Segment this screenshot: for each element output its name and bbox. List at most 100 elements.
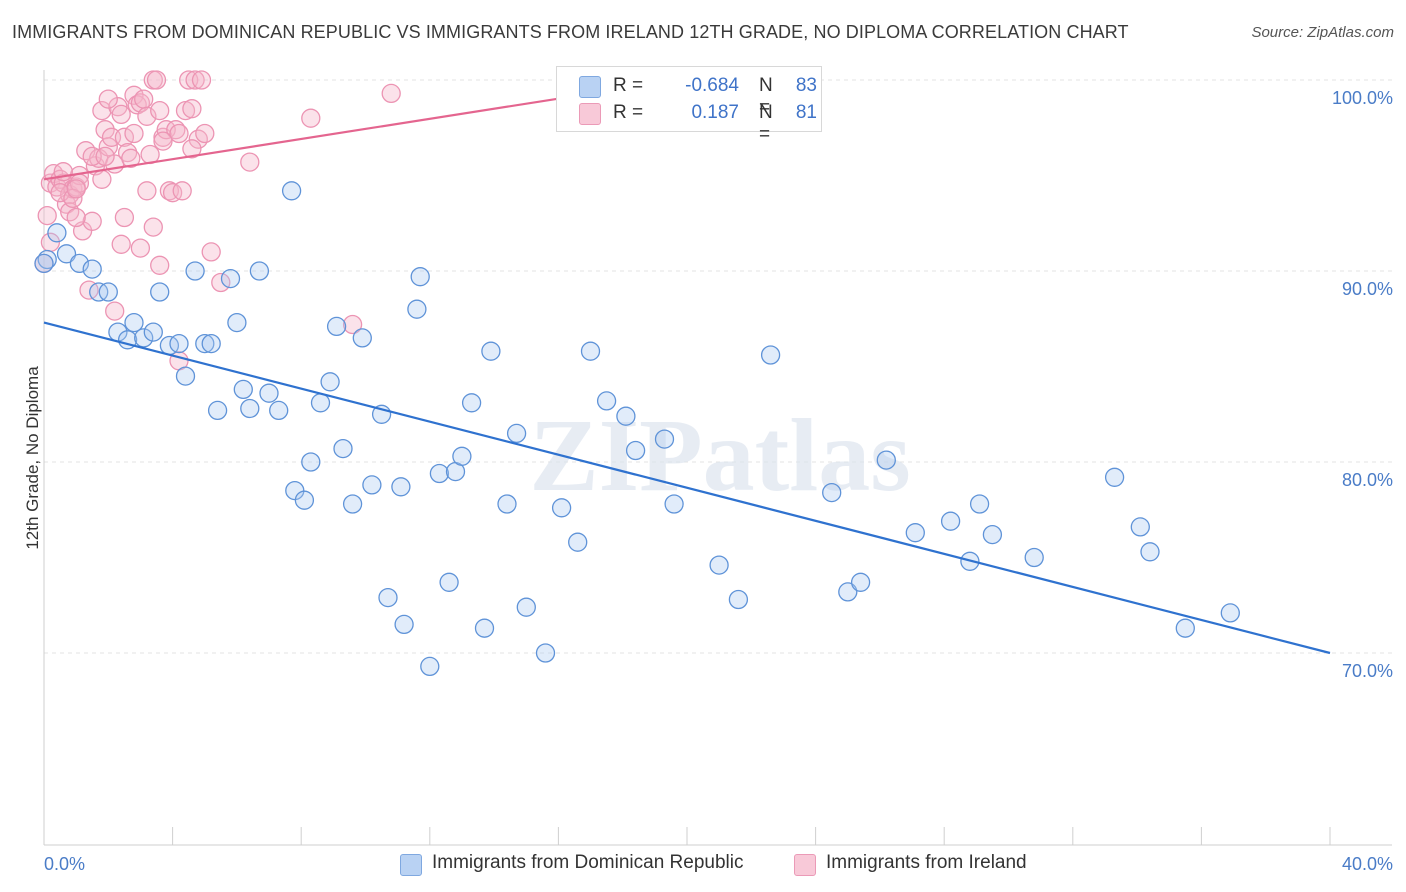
data-point-ireland [153, 131, 173, 151]
data-point-dominican [333, 438, 353, 459]
data-point-ireland [182, 99, 202, 119]
axes [43, 70, 1392, 846]
data-point-dominican [1140, 542, 1160, 562]
data-point-ireland [240, 152, 260, 172]
data-point-ireland [211, 272, 231, 293]
data-point-dominican [1024, 547, 1044, 568]
data-point-dominican [47, 223, 67, 243]
data-point-dominican [876, 450, 896, 470]
data-point-dominican [378, 587, 398, 608]
data-point-dominican [625, 440, 646, 461]
blue-swatch-icon [400, 854, 422, 876]
data-point-dominican [940, 511, 961, 531]
data-point-ireland [134, 89, 154, 109]
data-point-ireland [201, 242, 221, 262]
y-tick-label: 100.0% [1332, 88, 1393, 108]
data-point-ireland [150, 255, 170, 275]
data-point-dominican [407, 299, 427, 319]
data-point-ireland [381, 83, 401, 104]
data-point-dominican [506, 423, 527, 444]
legend-label: Immigrants from Ireland [826, 852, 1027, 873]
data-point-ireland [37, 205, 57, 226]
data-point-dominican [1220, 603, 1240, 623]
data-point-ireland [66, 207, 86, 228]
data-point-dominican [429, 463, 450, 484]
data-point-ireland [92, 100, 112, 121]
pink-swatch-icon [794, 854, 816, 876]
data-point-ireland [143, 217, 163, 237]
n-label: N = [759, 75, 773, 118]
data-point-ireland [172, 181, 192, 201]
data-point-dominican [838, 582, 858, 602]
data-point-ireland [111, 104, 131, 125]
data-point-ireland [66, 179, 86, 199]
r-value: 0.187 [691, 102, 739, 123]
source-credit: Source: ZipAtlas.com [1251, 24, 1394, 41]
trend-lines [43, 78, 1331, 655]
data-point-dominican [310, 393, 331, 413]
x-tick-label: 0.0% [44, 854, 85, 874]
data-point-ireland [301, 108, 321, 128]
data-point-dominican [233, 379, 253, 400]
data-point-dominican [150, 282, 170, 302]
data-point-ireland [150, 100, 170, 121]
data-point-dominican [439, 572, 459, 592]
data-point-ireland [82, 211, 102, 231]
data-point-ireland [182, 139, 202, 159]
trend-line-dominican [43, 321, 1331, 655]
data-point-ireland [105, 301, 125, 321]
data-point-dominican [568, 532, 588, 552]
data-point-dominican [461, 393, 482, 413]
y-tick-label: 90.0% [1342, 279, 1393, 299]
y-tick-label: 80.0% [1342, 470, 1393, 490]
data-point-dominican [294, 490, 315, 510]
data-point-ireland [111, 234, 131, 254]
data-point-dominican [481, 341, 501, 361]
data-point-ireland [162, 183, 183, 203]
data-point-dominican [905, 523, 925, 543]
data-point-dominican [240, 398, 260, 419]
data-point-ireland [98, 89, 118, 109]
data-point-dominican [82, 259, 102, 279]
data-point-ireland [185, 70, 205, 90]
data-point-dominican [195, 333, 215, 354]
data-point-dominican [850, 572, 871, 592]
y-axis-label: 12th Grade, No Diploma [23, 366, 42, 550]
series-ireland-points [34, 70, 671, 371]
data-point-ireland [95, 146, 115, 167]
data-point-dominican [616, 406, 636, 426]
data-point-dominican [420, 656, 440, 677]
data-point-dominican [709, 555, 729, 575]
data-point-dominican [664, 494, 684, 514]
tick-labels: 100.0% 90.0% 80.0% 70.0% 0.0% 40.0% [44, 88, 1393, 874]
x-tick-label: 40.0% [1342, 854, 1393, 874]
data-point-dominican [269, 400, 289, 421]
data-point-dominican [352, 328, 372, 348]
data-point-dominican [281, 181, 302, 201]
correlation-legend: R = -0.684 N = 83 R = 0.187 N = 81 [556, 66, 822, 145]
data-point-dominican [249, 261, 270, 281]
data-point-dominican [654, 429, 675, 449]
data-point-dominican [1130, 517, 1150, 537]
data-point-dominican [822, 482, 842, 503]
data-point-dominican [535, 643, 556, 663]
data-point-dominican [227, 312, 247, 333]
data-point-ireland [137, 181, 157, 201]
series-legend: Immigrants from Dominican Republic Immig… [0, 852, 1406, 878]
data-point-ireland [117, 142, 138, 163]
data-point-dominican [320, 372, 340, 392]
data-point-dominican [207, 400, 228, 421]
data-point-ireland [114, 127, 135, 147]
data-point-ireland [342, 314, 363, 335]
data-point-dominican [259, 383, 279, 403]
data-point-dominican [169, 333, 189, 354]
data-point-ireland [191, 70, 212, 90]
legend-label: Immigrants from Dominican Republic [432, 852, 744, 873]
data-point-dominican [728, 589, 749, 610]
data-point-dominican [551, 498, 572, 518]
data-point-dominican [201, 333, 221, 354]
pink-swatch-icon [579, 103, 601, 125]
data-point-dominican [410, 267, 430, 287]
data-point-dominican [124, 312, 144, 333]
blue-swatch-icon [579, 76, 601, 98]
